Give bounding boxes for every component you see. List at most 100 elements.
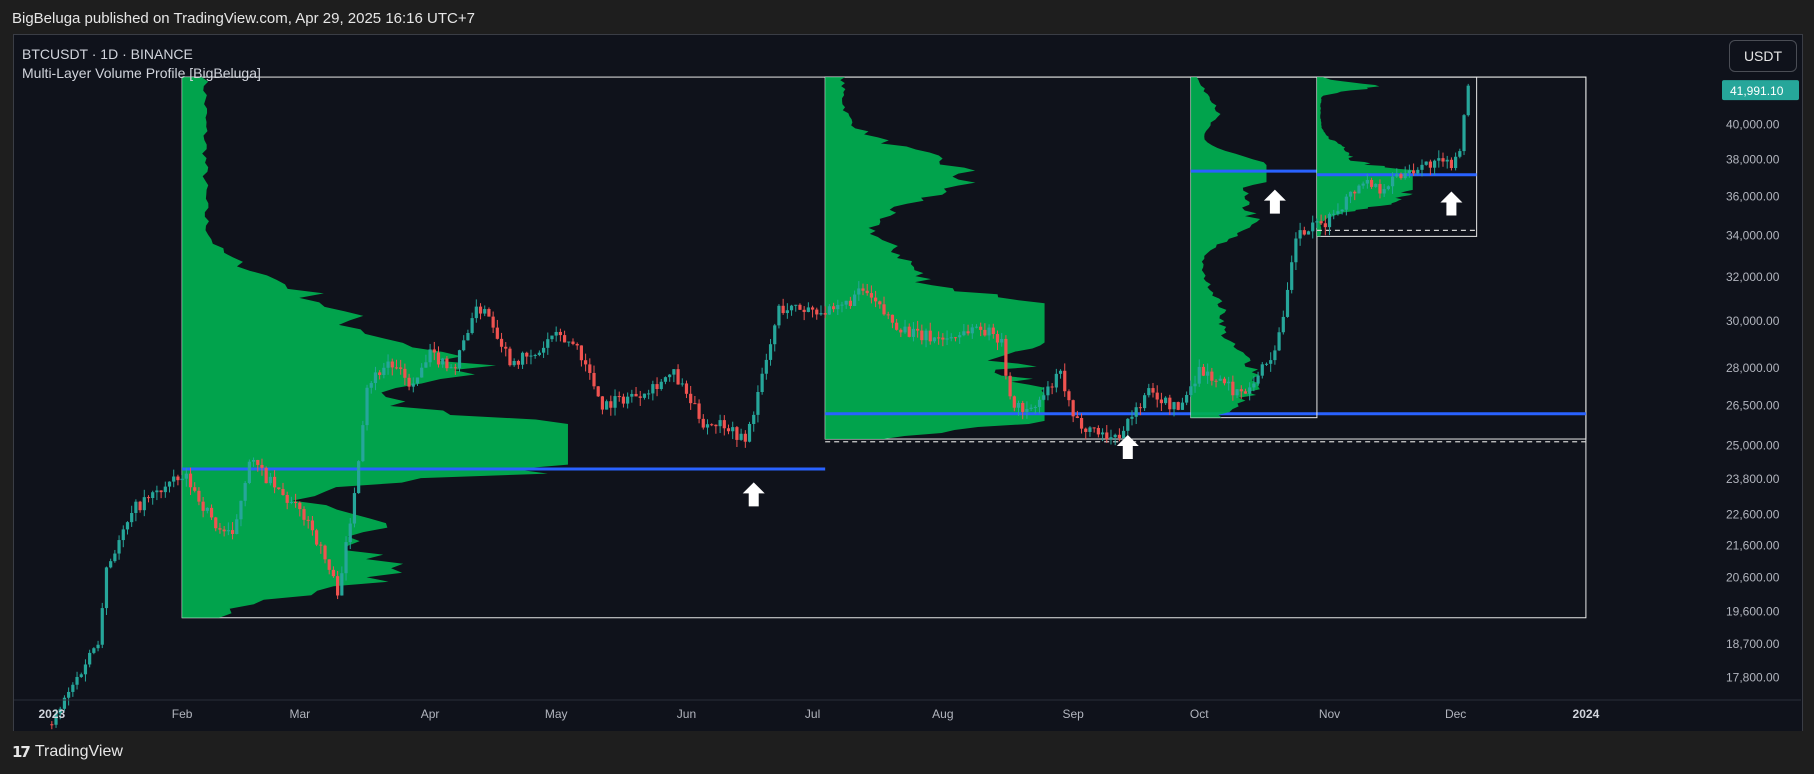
candle-body [1243,391,1248,394]
candle [596,386,600,398]
tradingview-logo-text: TradingView [34,743,123,760]
candle [810,305,815,318]
candle [634,386,638,397]
candle [979,322,983,337]
candle-body [928,330,932,342]
candle-body [676,369,680,385]
candle-body [188,473,193,488]
candle [642,393,647,400]
indicator-name[interactable]: Multi-Layer Volume Profile [BigBeluga] [22,65,261,81]
candle-body [1004,338,1008,376]
candle [1462,114,1466,156]
candle [88,649,92,668]
candle-body [113,553,117,562]
candle [1302,226,1306,236]
tradingview-logo[interactable]: 17 TradingView [12,743,123,761]
candle [1159,392,1164,412]
candle [806,302,810,313]
candle [1096,425,1100,438]
candle-body [760,373,764,393]
candle-body [718,420,722,427]
candle [680,378,684,387]
candle [1378,179,1382,199]
publisher-line: BigBeluga published on TradingView.com, … [12,10,475,27]
candle [722,415,726,436]
candle-body [1290,262,1294,290]
candle-body [567,341,571,343]
candle-body [823,313,827,315]
candle-body [260,464,264,468]
candle [1424,161,1428,166]
candle [1016,400,1021,416]
candle-body [302,509,306,520]
candle-body [281,489,285,495]
candle [62,695,67,711]
candle-body [1222,378,1227,384]
candle [1113,433,1117,446]
candle-body [1466,85,1470,116]
candle-body [1218,378,1222,381]
candle-body [714,424,718,427]
candle [739,428,743,441]
candle-body [1458,151,1462,157]
symbol-line[interactable]: BTCUSDT · 1D · BINANCE [22,46,193,62]
candle [1168,394,1172,415]
candle [495,319,499,340]
candle-body [642,393,647,398]
candle [1403,166,1407,180]
candle-body [125,522,130,530]
candle-body [1302,230,1306,235]
candle-body [1130,416,1134,419]
candle-body [777,305,781,326]
candle-body [1054,373,1058,388]
candle [630,389,634,403]
candle-body [537,352,541,355]
candle [773,323,777,352]
candle [277,487,281,490]
candle-body [1000,338,1004,343]
candle-body [596,386,600,397]
candle-body [1445,159,1449,162]
candle [600,396,605,415]
candle [743,430,747,448]
candle [1306,230,1311,235]
candle [1294,232,1298,271]
candle-body [605,401,609,410]
candle-body [251,459,256,462]
candle [71,682,75,697]
candle-body [315,530,319,545]
candle-body [319,544,323,546]
candle-body [88,652,92,665]
candle [718,414,722,434]
candle [1231,375,1235,401]
candle [163,481,167,498]
candle [651,380,655,401]
candle-body [869,293,874,298]
candle [520,351,525,369]
candle [146,495,151,503]
candle [554,326,558,342]
candle [58,706,62,720]
candle-body [92,648,96,653]
candle [352,487,357,528]
candle-body [62,697,67,709]
candle [1025,401,1029,419]
candle [777,304,781,329]
candle [768,338,773,366]
currency-button[interactable]: USDT [1729,40,1797,72]
candle-body [264,467,268,484]
candle-body [399,367,403,369]
candle-body [1294,238,1298,263]
candle-body [1454,156,1458,169]
candle-body [277,487,281,490]
candle [1004,335,1008,380]
candle-body [600,396,605,410]
candle-body [575,343,579,346]
candle [1437,150,1441,168]
candle-body [1058,370,1063,374]
candle-body [659,381,663,390]
candle [844,300,848,309]
candle [537,350,541,357]
price-tick-label: 26,500.00 [1726,399,1780,413]
